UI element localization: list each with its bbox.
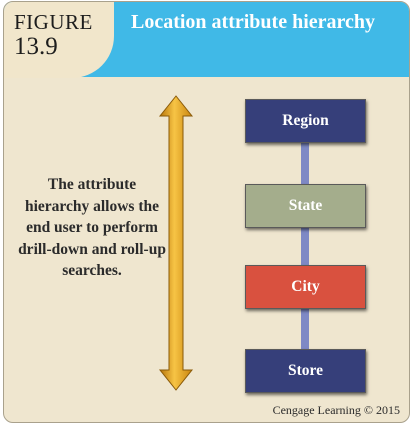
figure-label: FIGURE (14, 10, 93, 34)
level-region-label: Region (282, 112, 329, 129)
hierarchy-connector (301, 142, 309, 354)
level-store-label: Store (287, 362, 323, 379)
figure-title: Location attribute hierarchy (131, 11, 376, 33)
level-city-box: City (245, 265, 366, 309)
figure-number: 13.9 (14, 33, 58, 60)
level-state-label: State (288, 197, 323, 214)
figure-tab: FIGURE 13.9 (4, 2, 114, 78)
level-city-label: City (291, 278, 320, 295)
credit-text: Cengage Learning © 2015 (272, 403, 400, 417)
drill-updown-arrow-icon (158, 95, 194, 391)
figure-frame: FIGURE 13.9 Location attribute hierarchy… (3, 1, 410, 423)
arrow-shape (158, 95, 194, 391)
description-text: The attribute hierarchy allows the end u… (18, 176, 166, 279)
level-state-box: State (245, 184, 366, 228)
level-store-box: Store (245, 349, 366, 393)
level-region-box: Region (245, 99, 366, 143)
